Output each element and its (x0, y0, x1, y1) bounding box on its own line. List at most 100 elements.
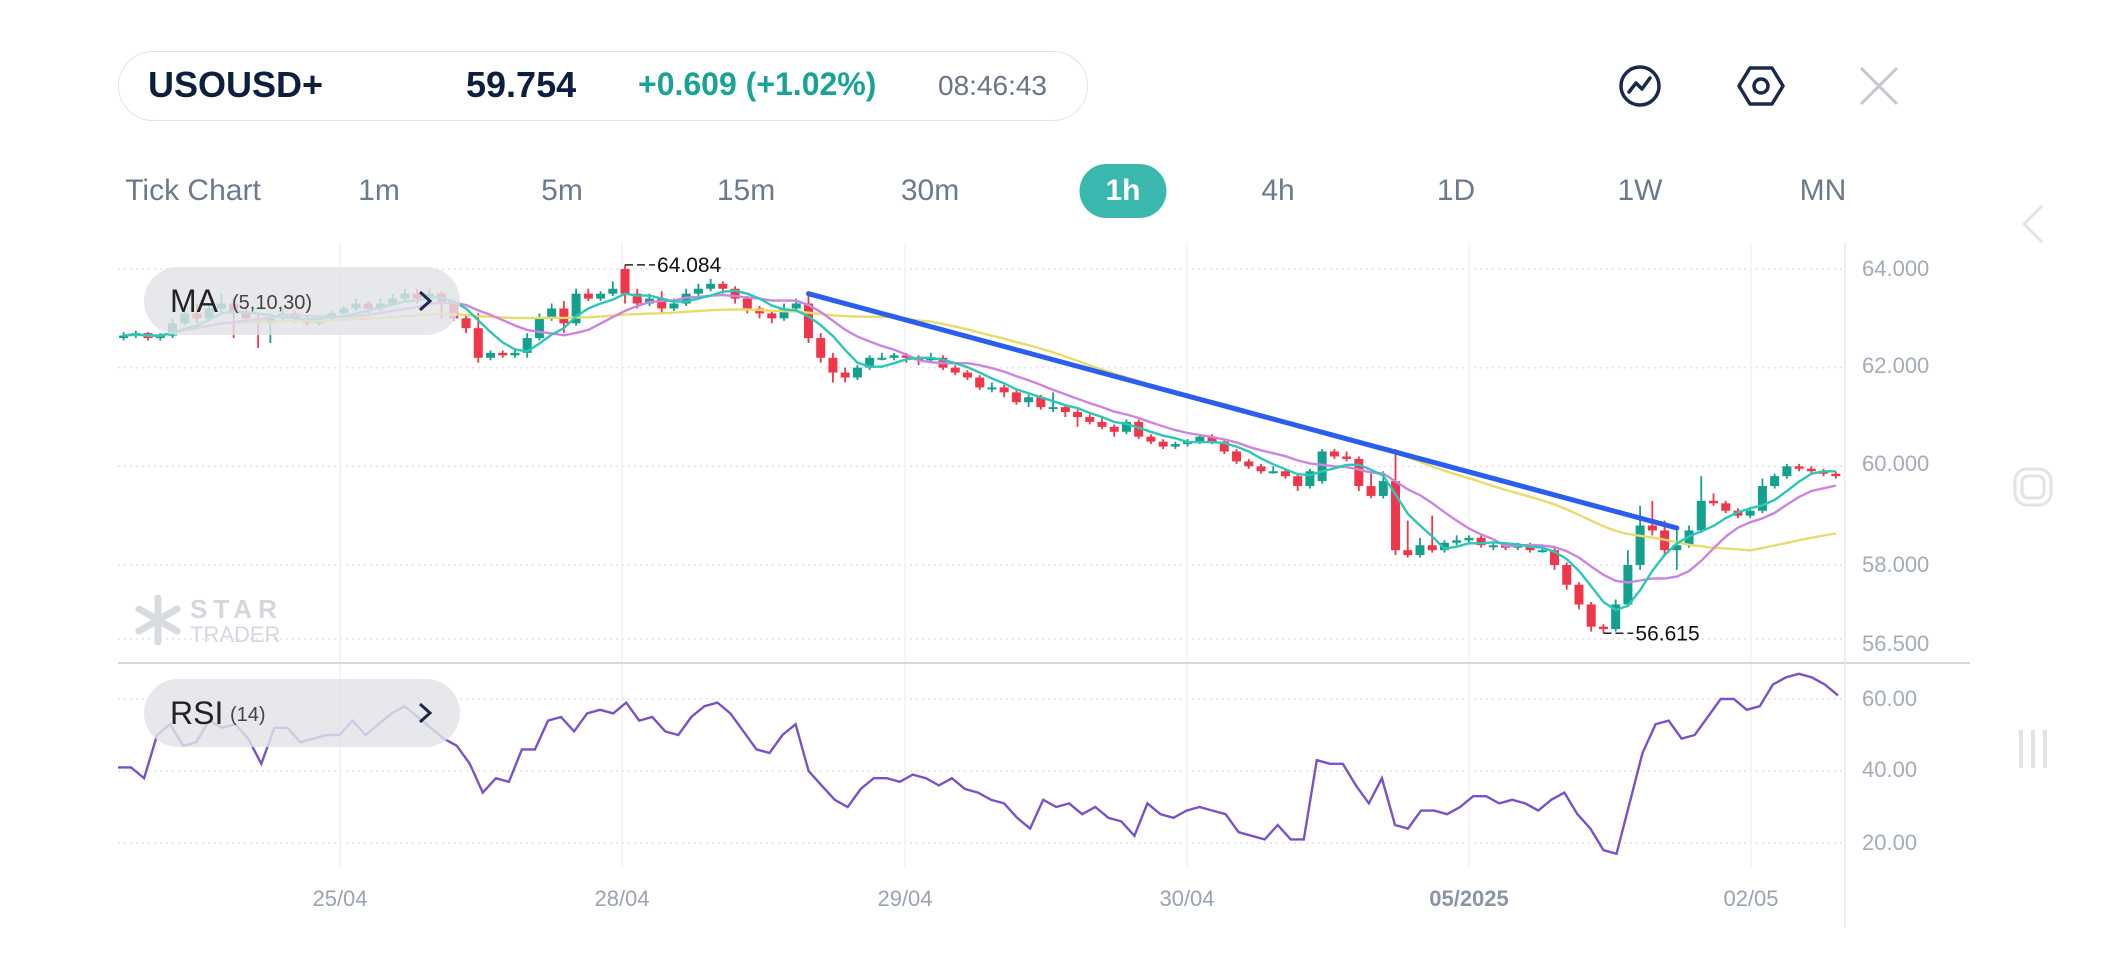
tab-30m[interactable]: 30m (900, 174, 960, 207)
candle-body (620, 269, 630, 294)
candle-body (1439, 542, 1449, 551)
current-price: 59.754 (466, 64, 577, 105)
candle-body (1611, 604, 1621, 630)
candle-body (1232, 451, 1242, 462)
candle (816, 333, 826, 363)
star-trader-watermark: STAR TRADER (135, 594, 280, 647)
candle-body (1831, 473, 1841, 477)
ma-indicator-pill[interactable]: MA (5,10,30) (144, 267, 460, 335)
candle-body (1378, 481, 1388, 496)
candle-body (1060, 407, 1070, 413)
candle (755, 305, 765, 319)
tab-4h[interactable]: 4h (1261, 174, 1295, 207)
candle (1024, 394, 1034, 408)
candle (1782, 463, 1792, 479)
candle (498, 350, 508, 358)
tab-mn[interactable]: MN (1799, 174, 1847, 207)
ma-label: MA (170, 283, 218, 319)
candle (1623, 550, 1633, 607)
candle (1403, 520, 1413, 558)
symbol-name[interactable]: USOUSD+ (148, 64, 324, 105)
candle (1562, 562, 1572, 590)
change-percent: (+1.02%) (745, 66, 877, 102)
tab-5m[interactable]: 5m (541, 174, 583, 207)
candle-body (534, 318, 544, 339)
candle-body (730, 288, 740, 299)
chevron-right-icon[interactable] (416, 701, 434, 725)
rsi-label: RSI (170, 695, 224, 731)
tab-1m[interactable]: 1m (358, 174, 400, 207)
candle (1794, 463, 1804, 472)
tab-1w[interactable]: 1W (1617, 174, 1663, 207)
tab-1d[interactable]: 1D (1436, 174, 1476, 207)
candle-body (498, 352, 508, 356)
chevron-right-icon[interactable] (416, 289, 434, 313)
square-icon[interactable] (2010, 464, 2056, 510)
candle-body (1476, 537, 1486, 546)
candle-body (1488, 545, 1498, 548)
trendline-layer[interactable] (805, 291, 1680, 531)
rsi-indicator-pill[interactable]: RSI (14) (144, 679, 460, 747)
star-logo-icon (135, 594, 181, 646)
candle (1354, 456, 1364, 491)
candle (889, 352, 899, 361)
ma-params: (5,10,30) (232, 292, 313, 314)
candle-body (1097, 421, 1107, 427)
candle-body (1305, 471, 1315, 487)
candle (1085, 414, 1095, 425)
candle-body (1623, 564, 1633, 605)
tab-15m[interactable]: 15m (716, 174, 776, 207)
candle-body (962, 372, 972, 378)
candle (1696, 476, 1706, 533)
candle (1427, 515, 1437, 553)
x-tick-label: 02/05 (1723, 886, 1779, 911)
candle (999, 384, 1009, 398)
candle (1134, 419, 1144, 440)
candle-body (522, 338, 532, 353)
candle (620, 264, 630, 304)
candle (1244, 458, 1254, 469)
candle (596, 291, 606, 302)
candle (1146, 434, 1156, 445)
candle-body (1403, 550, 1413, 556)
candle (1452, 535, 1462, 546)
candle (1305, 468, 1315, 489)
candle-body (803, 303, 813, 339)
candle-body (1550, 550, 1560, 565)
candle (1488, 542, 1498, 551)
candle-body (1647, 525, 1657, 531)
candle (583, 288, 593, 302)
candle-body (1170, 444, 1180, 447)
bars-icon[interactable] (2010, 726, 2056, 772)
candle-body (779, 308, 789, 319)
tab-tick-chart[interactable]: Tick Chart (125, 174, 261, 207)
candle-body (1011, 392, 1021, 403)
candle (1342, 451, 1352, 462)
trendline[interactable] (805, 291, 1680, 531)
close-icon[interactable] (1851, 58, 1907, 114)
candle-body (1598, 626, 1608, 630)
candle (767, 310, 777, 324)
candle-body (1158, 441, 1168, 447)
y-tick-label: 58.000 (1862, 552, 1930, 577)
chevron-left-icon[interactable] (2010, 201, 2056, 247)
indicator-chart-icon[interactable] (1612, 58, 1668, 114)
candle (1097, 416, 1107, 430)
x-tick-label: 29/04 (877, 886, 933, 911)
candle (1672, 530, 1682, 570)
y-tick-label: 60.000 (1862, 451, 1930, 476)
candle (1439, 540, 1449, 553)
low-price-label: 56.615 (1635, 622, 1699, 645)
candle-body (1280, 471, 1290, 477)
candle (975, 375, 985, 390)
ma30-line (123, 308, 1836, 552)
candle (840, 367, 850, 383)
tab-1h[interactable]: 1h (1079, 164, 1167, 218)
candle-body (155, 335, 165, 339)
settings-hexagon-icon[interactable] (1733, 58, 1789, 114)
candle (1770, 473, 1780, 489)
candle-body (791, 303, 801, 309)
x-tick-label: 25/04 (312, 886, 368, 911)
candle-body (1391, 481, 1401, 551)
